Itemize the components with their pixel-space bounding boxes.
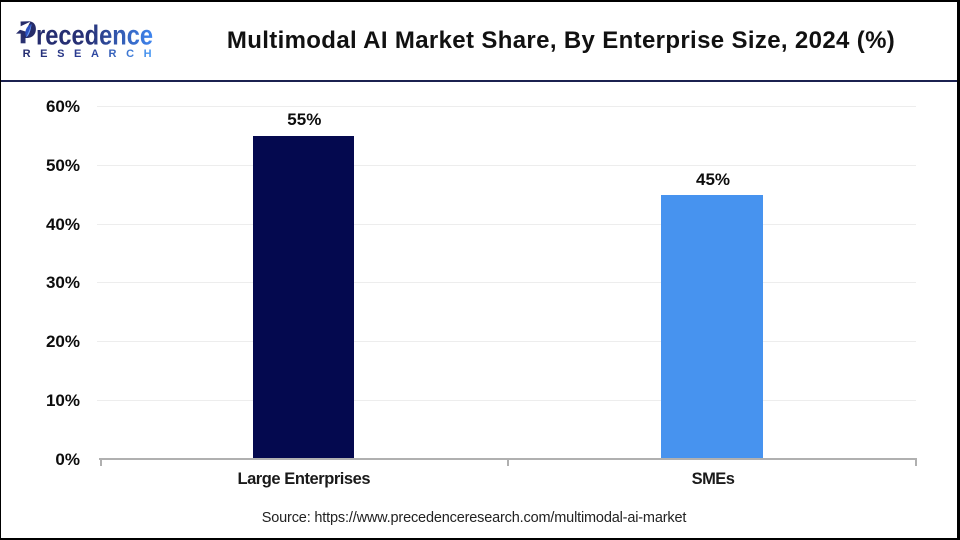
svg-text:recedence: recedence: [36, 20, 153, 51]
